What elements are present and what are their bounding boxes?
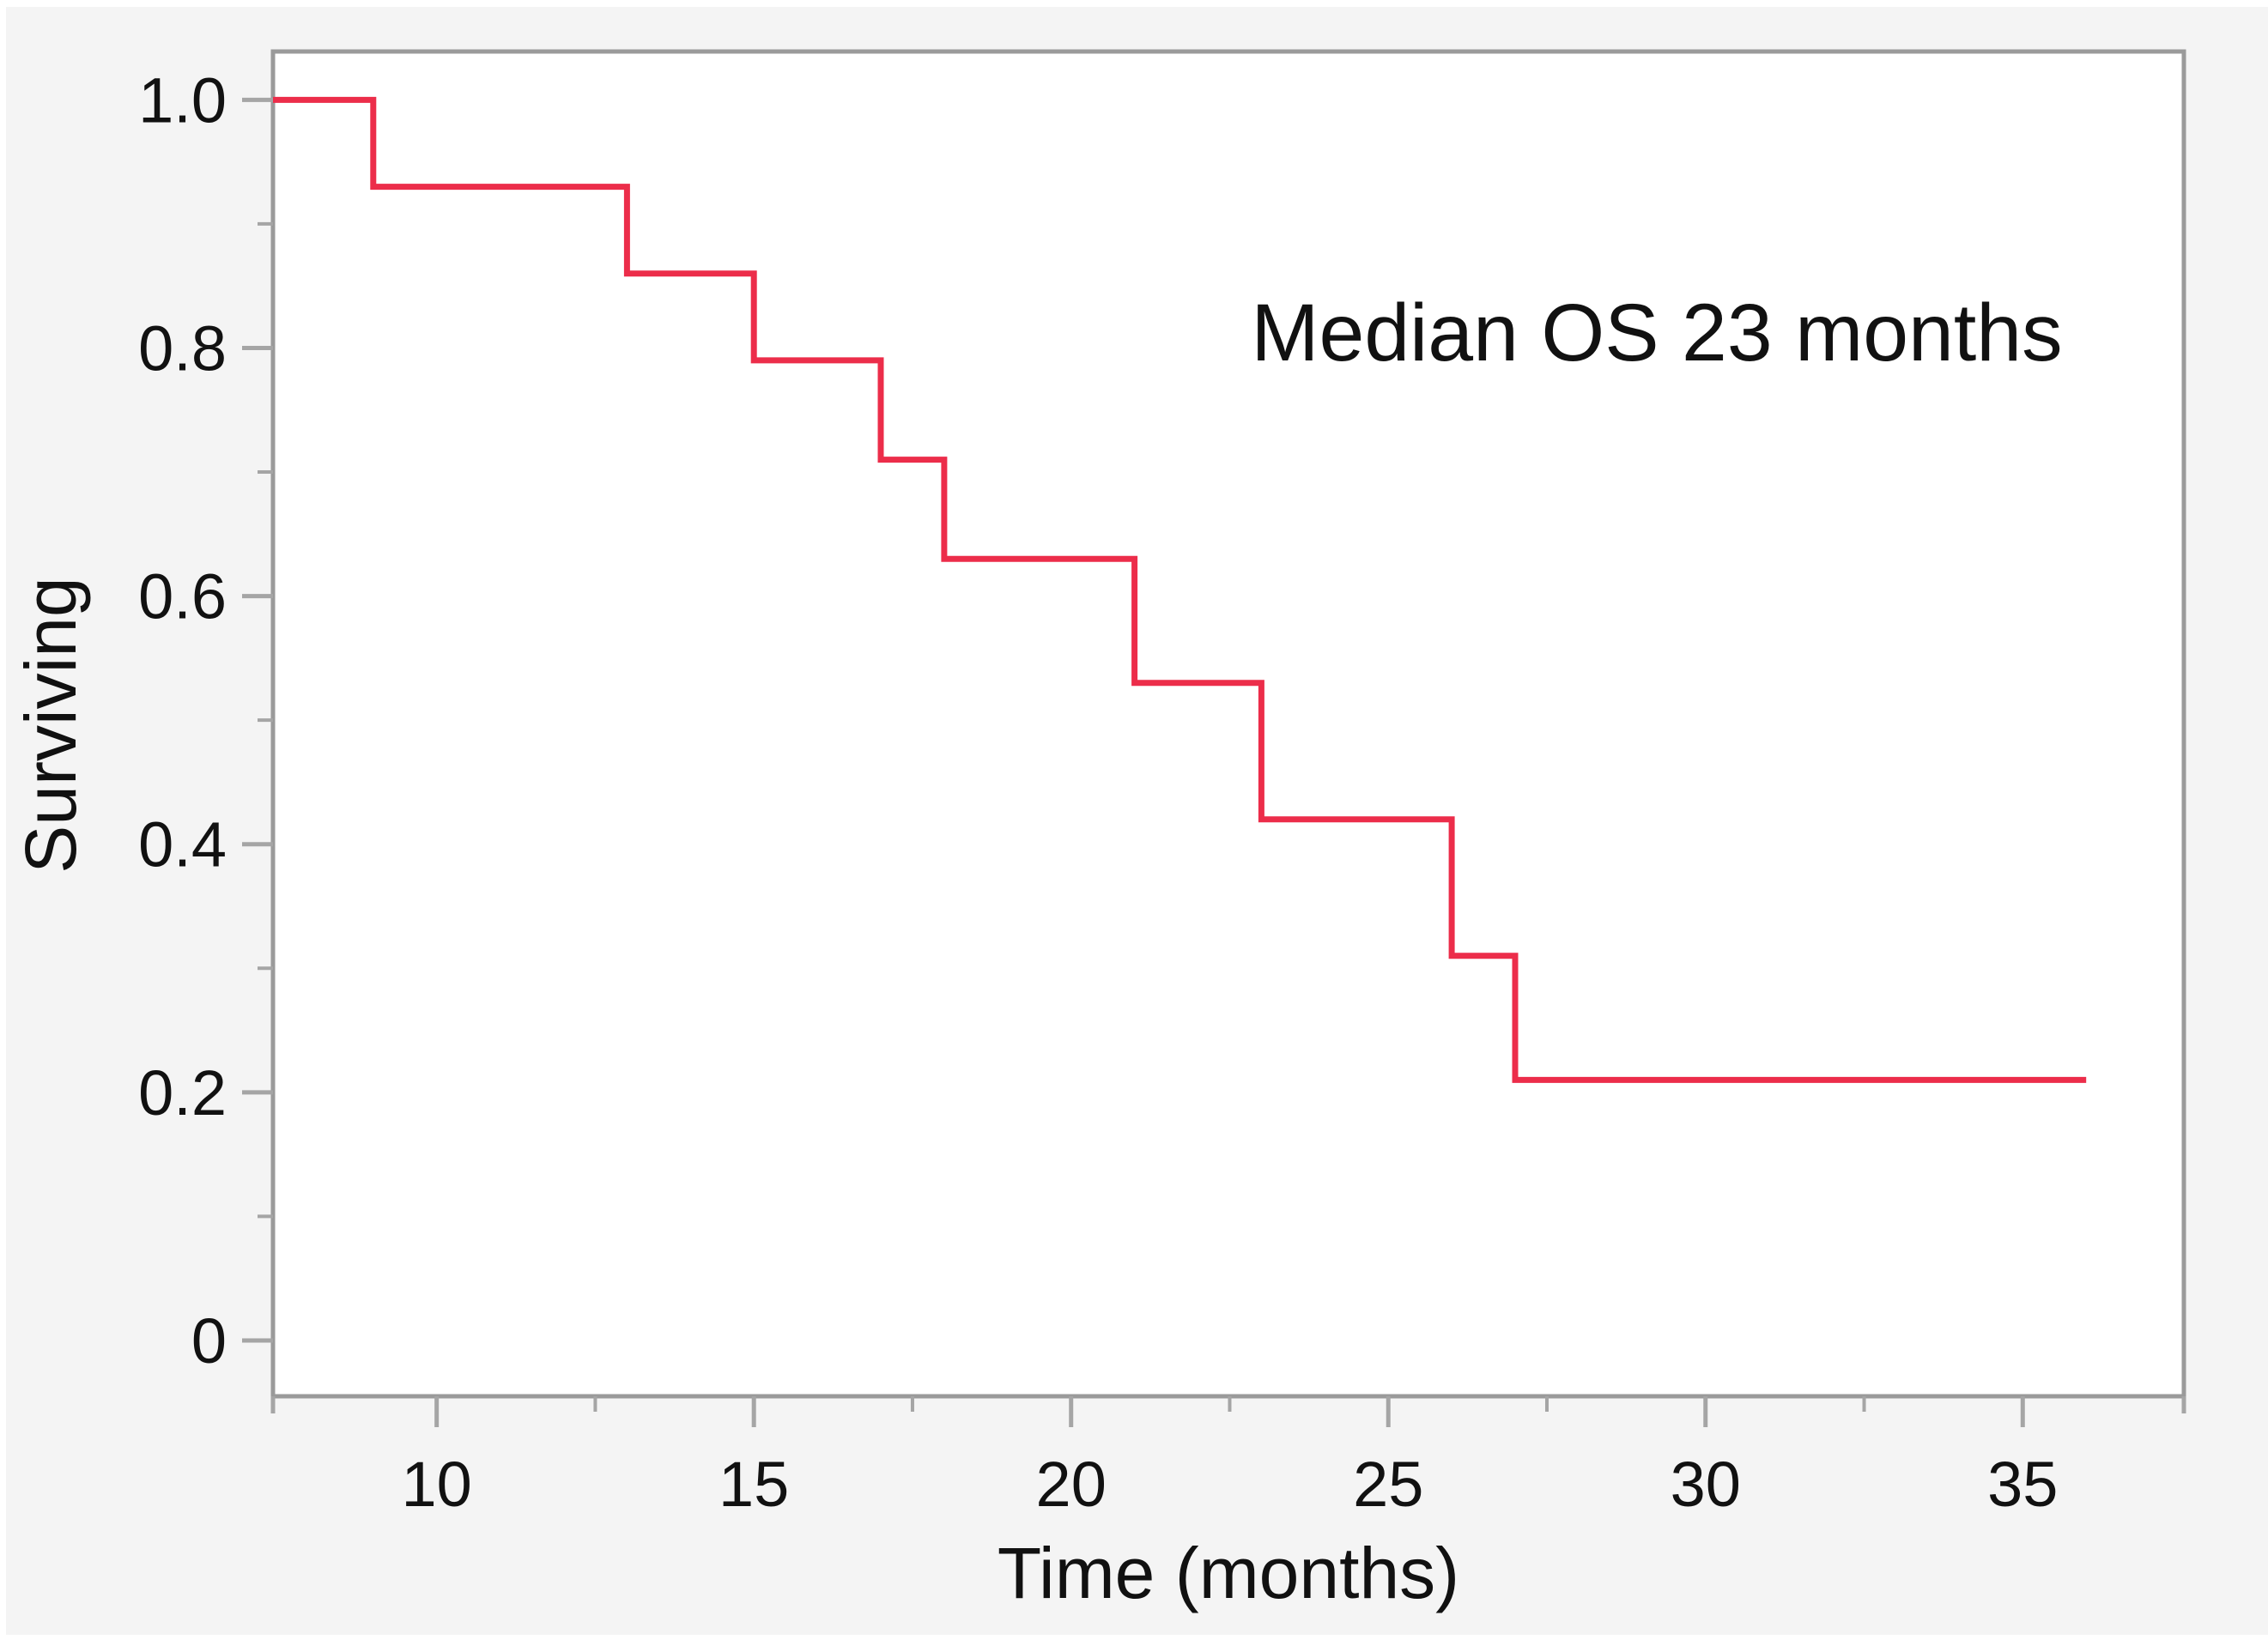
y-tick-label: 0.6 bbox=[138, 561, 227, 632]
y-tick-label: 0 bbox=[191, 1305, 227, 1377]
y-tick-label: 0.2 bbox=[138, 1057, 227, 1129]
plot-area bbox=[270, 49, 2186, 1399]
x-tick-label: 20 bbox=[1036, 1449, 1107, 1520]
y-axis-title: Surviving bbox=[10, 577, 91, 873]
x-tick-label: 25 bbox=[1353, 1449, 1423, 1520]
axis-tick-labels: 10 15 20 25 30 35 0 0.2 0.4 0.6 0.8 1.0 bbox=[138, 64, 2058, 1520]
x-tick-label: 30 bbox=[1671, 1449, 1741, 1520]
x-tick-label: 35 bbox=[1987, 1449, 2058, 1520]
x-tick-label: 15 bbox=[719, 1449, 789, 1520]
y-tick-label: 1.0 bbox=[138, 64, 227, 136]
axis-ticks bbox=[242, 97, 2186, 1427]
x-tick-label: 10 bbox=[402, 1449, 472, 1520]
y-tick-label: 0.8 bbox=[138, 312, 227, 384]
y-tick-label: 0.4 bbox=[138, 809, 227, 880]
annotation-median-os: Median OS 23 months bbox=[1251, 287, 2062, 378]
survival-curve bbox=[273, 96, 2087, 1083]
x-axis-title: Time (months) bbox=[998, 1533, 1459, 1613]
